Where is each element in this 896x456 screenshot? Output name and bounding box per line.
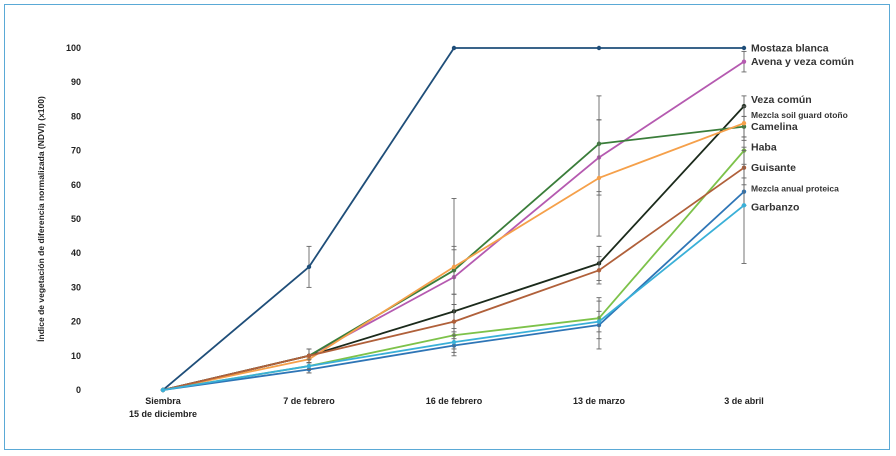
data-point	[741, 59, 747, 64]
data-point	[596, 319, 602, 324]
y-tick-label: 20	[71, 317, 81, 327]
y-tick-label: 80	[71, 111, 81, 121]
data-point	[160, 387, 166, 393]
series-line	[162, 122, 745, 391]
series-line	[162, 204, 745, 391]
y-tick-label: 60	[71, 180, 81, 190]
series-label: Garbanzo	[751, 202, 799, 214]
y-tick-label: 30	[71, 282, 81, 292]
x-tick-label: 15 de diciembre	[129, 409, 197, 419]
series-label: Veza común	[751, 94, 812, 106]
data-point	[451, 319, 457, 324]
x-tick-label: 16 de febrero	[426, 396, 483, 406]
data-point	[596, 268, 602, 273]
y-tick-label: 90	[71, 77, 81, 87]
y-axis-title: Índice de vegetación de diferencia norma…	[36, 96, 46, 342]
y-tick-label: 10	[71, 351, 81, 361]
data-point	[306, 353, 312, 358]
x-tick-label: 13 de marzo	[573, 396, 626, 406]
series-line	[162, 190, 745, 391]
data-point	[306, 363, 312, 369]
series-label: Avena y veza común	[751, 56, 854, 68]
series-line	[162, 125, 745, 391]
x-tick-label: 7 de febrero	[283, 396, 335, 406]
series-label: Mezcla anual proteica	[751, 184, 839, 194]
data-point	[451, 339, 457, 345]
series-label: Haba	[751, 142, 777, 154]
data-point	[306, 264, 312, 270]
y-tick-label: 100	[66, 43, 81, 53]
y-tick-label: 0	[76, 385, 81, 395]
y-tick-label: 40	[71, 248, 81, 258]
data-point	[451, 45, 457, 51]
y-tick-label: 50	[71, 214, 81, 224]
series-label: Guisante	[751, 162, 796, 174]
data-point	[741, 45, 747, 51]
ndvi-line-chart: Índice de vegetación de diferencia norma…	[36, 43, 854, 420]
chart-frame: Índice de vegetación de diferencia norma…	[4, 4, 890, 450]
series-label: Camelina	[751, 121, 798, 133]
x-tick-label: 3 de abril	[724, 396, 764, 406]
data-point	[741, 203, 747, 208]
y-tick-label: 70	[71, 146, 81, 156]
data-point	[596, 175, 602, 181]
x-tick-label: Siembra	[145, 396, 182, 406]
data-point	[596, 45, 602, 51]
data-point	[451, 264, 457, 270]
series-label: Mostaza blanca	[751, 43, 829, 55]
series-label: Mezcla soil guard otoño	[751, 110, 848, 120]
data-point	[741, 121, 747, 126]
